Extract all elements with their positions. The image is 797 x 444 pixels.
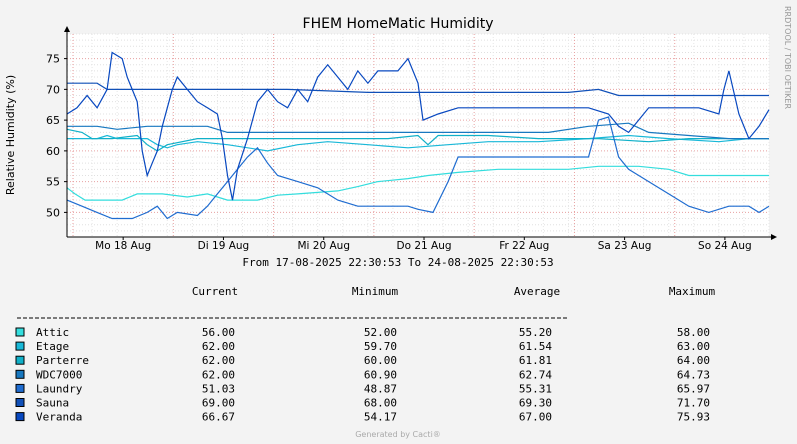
legend-value-maximum: 64.73 [677, 368, 710, 381]
x-tick-label: So 24 Aug [698, 240, 752, 252]
legend-value-maximum: 63.00 [677, 340, 710, 353]
legend-value-current: 56.00 [202, 326, 235, 339]
legend-swatch [15, 327, 25, 337]
y-tick-label: 70 [46, 83, 60, 96]
legend-series-name: Parterre [36, 354, 89, 367]
legend-value-current: 62.00 [202, 340, 235, 353]
legend-swatch [15, 412, 25, 422]
legend-header: Minimum [352, 285, 399, 298]
series-line-sauna [67, 82, 769, 97]
legend-value-maximum: 58.00 [677, 326, 710, 339]
legend-value-maximum: 71.70 [677, 397, 710, 410]
legend-value-average: 69.30 [519, 397, 552, 410]
legend-value-maximum: 65.97 [677, 382, 710, 395]
rrdtool-credit: RRDTOOL / TOBI OETIKER [783, 6, 792, 109]
legend-value-average: 67.00 [519, 411, 552, 424]
grid [66, 33, 770, 238]
legend-series-name: Etage [36, 340, 69, 353]
legend-value-current: 69.00 [202, 397, 235, 410]
legend-value-average: 55.31 [519, 382, 552, 395]
x-tick-label: Mi 20 Aug [297, 240, 350, 252]
axes [64, 26, 777, 240]
x-tick-label: Di 19 Aug [198, 240, 250, 252]
legend-series-name: Laundry [36, 382, 83, 395]
x-tick-label: Sa 23 Aug [598, 240, 652, 252]
tick-labels: 50 55 60 65 70 75 Mo 18 Aug Di 19 Aug Mi 20 Aug D… [46, 53, 752, 252]
x-tick-label: Do 21 Aug [396, 240, 451, 252]
legend-header: Current [192, 285, 238, 298]
series-line-attic [66, 165, 769, 201]
series-line-veranda [66, 51, 770, 201]
series-line-wdc7000 [67, 122, 769, 140]
legend-value-current: 62.00 [202, 354, 235, 367]
y-tick-label: 55 [46, 176, 60, 189]
y-axis-arrow [64, 26, 70, 32]
series-line-laundry [66, 116, 770, 220]
legend-value-maximum: 64.00 [677, 354, 710, 367]
y-tick-label: 75 [46, 53, 60, 66]
legend-value-current: 62.00 [202, 368, 235, 381]
chart-title: FHEM HomeMatic Humidity [303, 16, 494, 32]
legend-value-current: 51.03 [202, 382, 235, 395]
legend-value-minimum: 52.00 [364, 326, 397, 339]
legend-series-name: WDC7000 [36, 368, 82, 381]
series-line-etage [67, 134, 769, 152]
legend-value-current: 66.67 [202, 411, 235, 424]
legend-swatch [15, 398, 25, 407]
series-lines [66, 51, 770, 220]
x-tick-label: Mo 18 Aug [95, 240, 151, 252]
y-tick-label: 50 [46, 206, 60, 219]
series-line-parterre [66, 128, 769, 152]
legend-swatch [15, 341, 25, 351]
legend-swatch [15, 355, 25, 365]
legend-value-average: 61.54 [519, 340, 552, 353]
x-tick-label: Fr 22 Aug [499, 240, 549, 252]
legend: Current Minimum Average Maximum Attic 56.00 52… [15, 285, 716, 424]
y-axis-label: Relative Humidity (%) [4, 75, 17, 195]
legend-value-minimum: 54.17 [364, 411, 397, 424]
legend-swatch [15, 383, 25, 393]
legend-header: Maximum [669, 285, 716, 298]
footer-credit: Generated by Cacti® [355, 430, 441, 439]
legend-value-maximum: 75.93 [677, 411, 710, 424]
legend-value-average: 55.20 [519, 326, 552, 339]
legend-value-minimum: 48.87 [364, 382, 397, 395]
legend-series-name: Sauna [36, 397, 69, 410]
legend-value-minimum: 59.70 [364, 340, 397, 353]
y-tick-label: 60 [46, 145, 60, 158]
legend-series-name: Veranda [36, 411, 82, 424]
legend-value-average: 62.74 [519, 368, 552, 381]
legend-swatch [15, 369, 25, 379]
legend-value-minimum: 60.00 [364, 354, 397, 367]
y-tick-label: 65 [46, 114, 60, 127]
time-period: From 17-08-2025 22:30:53 To 24-08-2025 2… [242, 256, 553, 269]
legend-value-average: 61.81 [519, 354, 552, 367]
legend-series-name: Attic [36, 326, 69, 339]
legend-header: Average [514, 285, 560, 298]
x-axis-arrow [771, 234, 777, 240]
legend-value-minimum: 60.90 [364, 368, 397, 381]
legend-value-minimum: 68.00 [364, 397, 397, 410]
